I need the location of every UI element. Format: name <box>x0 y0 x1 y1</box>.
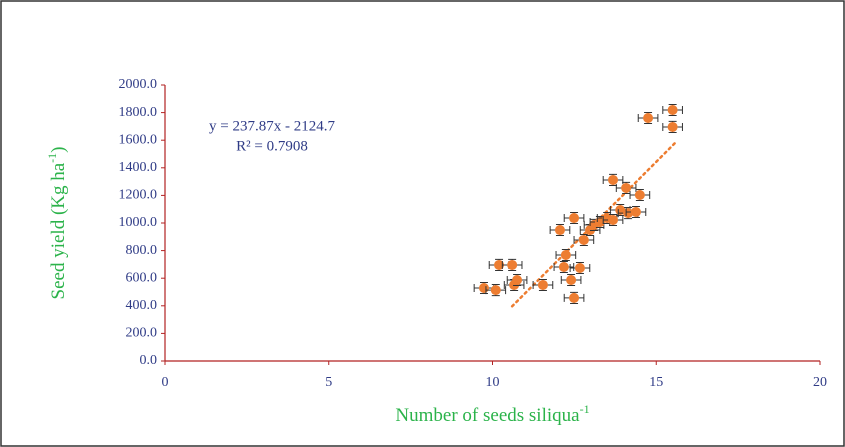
point <box>630 206 641 217</box>
annotation: R² = 0.7908 <box>236 138 308 154</box>
x-tick-label: 10 <box>486 375 500 390</box>
point <box>574 262 585 273</box>
y-tick-label: 800.0 <box>126 243 158 258</box>
point <box>623 208 634 219</box>
point <box>608 214 619 225</box>
x-axis-title-sup: -1 <box>580 402 590 416</box>
y-tick-label: 0.0 <box>140 353 158 368</box>
x-tick-label: 15 <box>649 375 663 390</box>
point <box>512 274 523 285</box>
y-axis-title: Seed yield (Kg ha-1) <box>45 147 70 300</box>
y-tick-label: 1400.0 <box>119 160 158 175</box>
x-tick-label: 5 <box>325 375 332 390</box>
point <box>558 262 569 273</box>
x-tick-label: 0 <box>162 375 169 390</box>
y-tick-label: 2000.0 <box>119 77 158 92</box>
point <box>478 282 489 293</box>
point <box>667 121 678 132</box>
y-axis-title-text: Seed yield (Kg ha <box>48 162 69 299</box>
x-tick-label: 20 <box>813 375 827 390</box>
point <box>554 225 565 236</box>
point <box>560 250 571 261</box>
point <box>494 259 505 270</box>
point <box>537 279 548 290</box>
point <box>634 189 645 200</box>
point <box>615 205 626 216</box>
y-axis-title-sup: -1 <box>45 153 59 163</box>
y-axis-title-end: ) <box>48 147 69 153</box>
y-tick-label: 400.0 <box>126 298 158 313</box>
y-tick-label: 1800.0 <box>119 105 158 120</box>
point <box>643 112 654 123</box>
point <box>621 182 632 193</box>
annotation: y = 237.87x - 2124.7 <box>209 118 335 134</box>
x-axis-title-text: Number of seeds siliqua <box>395 405 580 426</box>
y-tick-label: 200.0 <box>126 326 158 341</box>
y-tick-label: 1200.0 <box>119 188 158 203</box>
y-tick-label: 600.0 <box>126 270 158 285</box>
point <box>566 274 577 285</box>
point <box>507 259 518 270</box>
point <box>578 234 589 245</box>
point <box>569 292 580 303</box>
point <box>608 174 619 185</box>
y-tick-label: 1000.0 <box>119 215 158 230</box>
point <box>569 213 580 224</box>
point <box>490 285 501 296</box>
x-axis-title: Number of seeds siliqua-1 <box>395 402 589 427</box>
y-tick-label: 1600.0 <box>119 132 158 147</box>
point <box>667 104 678 115</box>
